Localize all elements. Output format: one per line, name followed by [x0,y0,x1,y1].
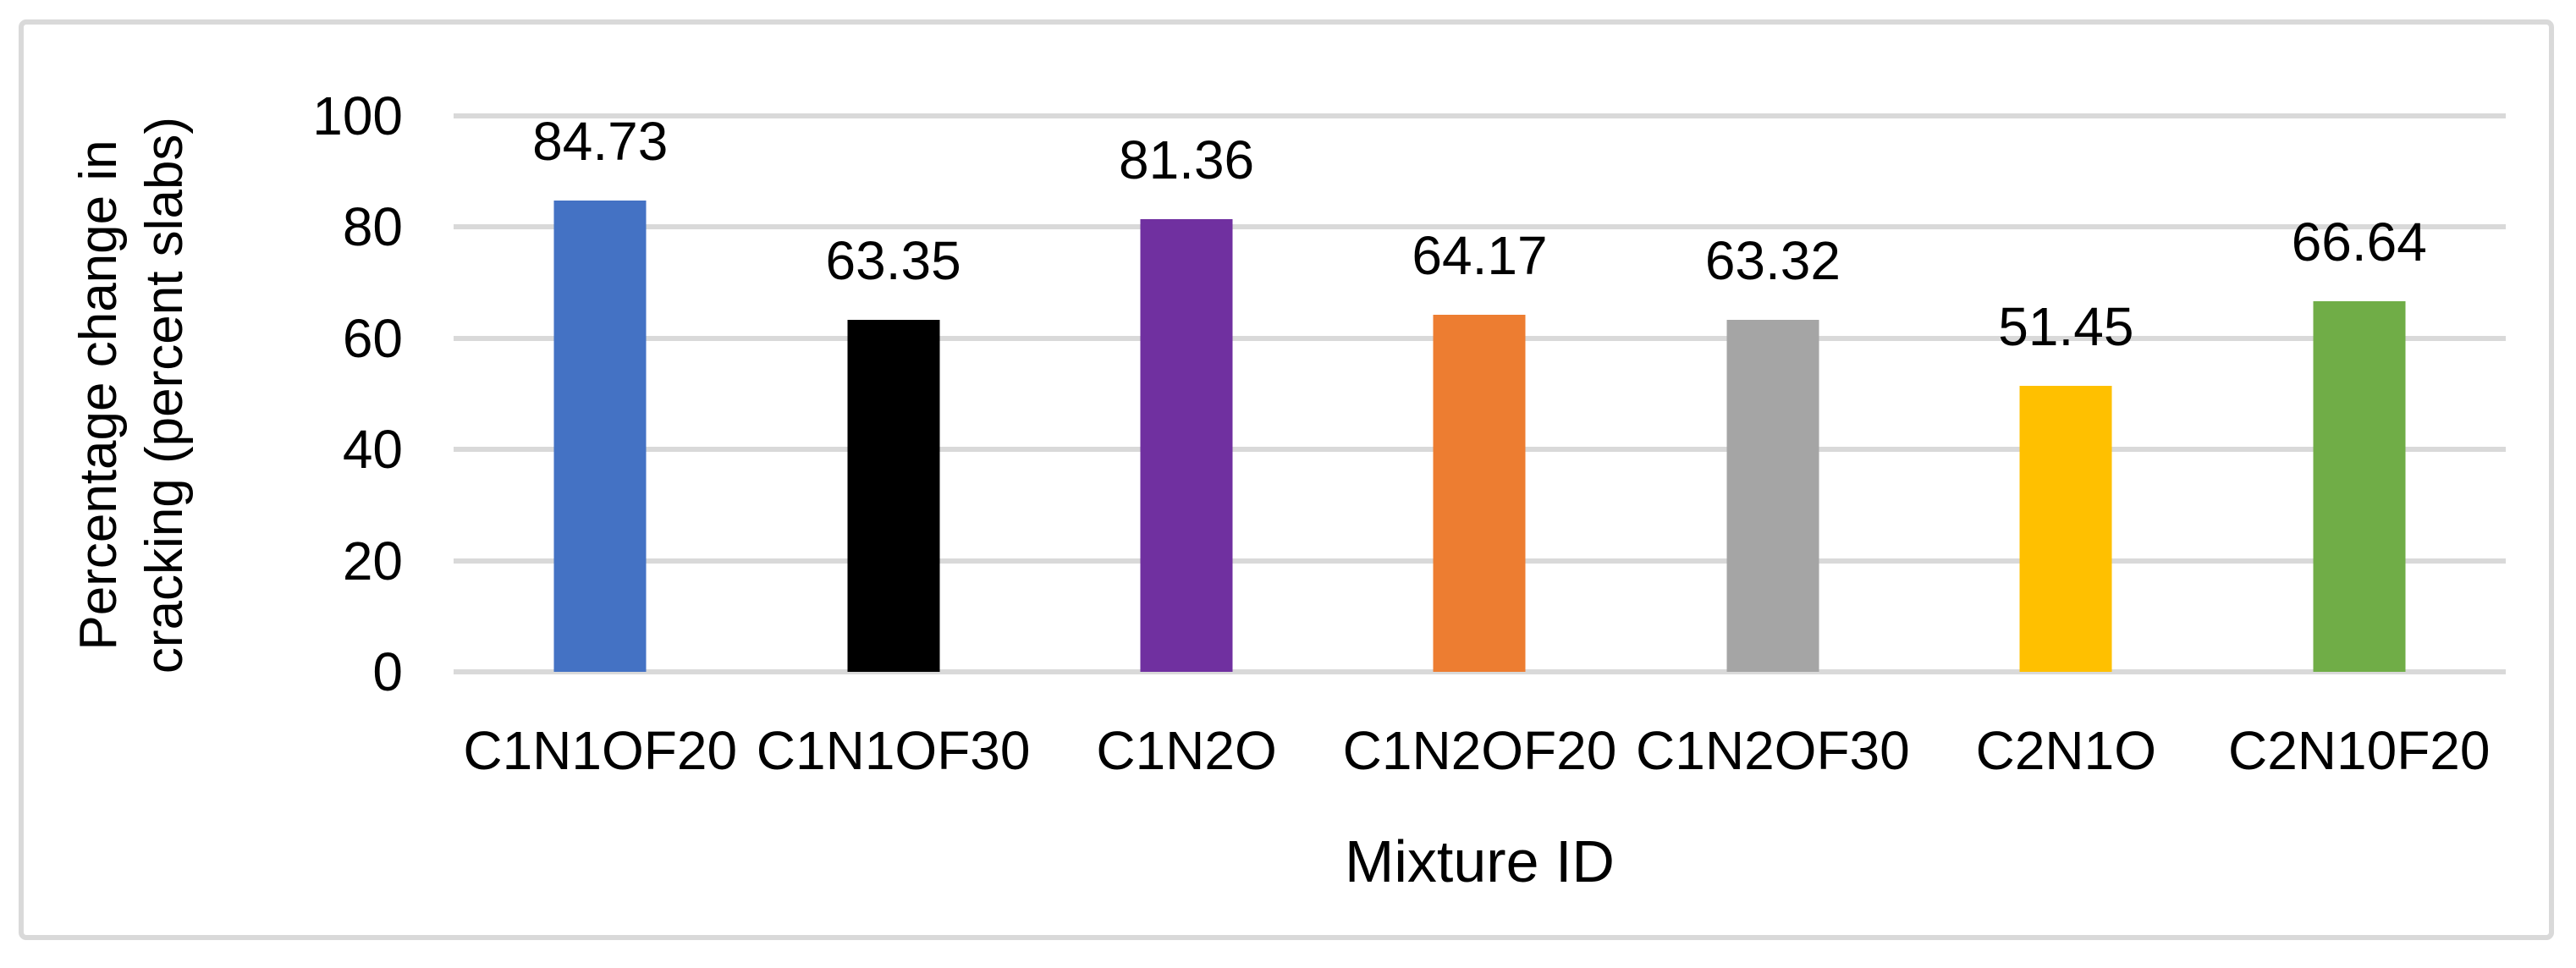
y-axis-title-line2: cracking (percent slabs) [135,116,194,674]
bar-C1N2OF30 [1726,320,1819,672]
bar-value-label: 63.35 [825,229,961,291]
bar-slot-C1N1OF20: 84.73 [454,111,746,672]
gridline-y-0 [454,669,2506,674]
y-axis-title-line1: Percentage change in [69,140,128,651]
y-tick-label-60: 60 [342,307,403,369]
bar-value-label: 81.36 [1118,129,1255,191]
x-category-label-C1N1OF30: C1N1OF30 [756,720,1031,781]
bar-slot-C1N2O: 81.36 [1040,116,1333,672]
plot-area: 84.73 63.35 81.36 64.17 63.32 51.45 66.64 [454,111,2506,674]
bar-C2N1O [2019,385,2112,672]
y-tick-label-40: 40 [342,419,403,481]
x-category-label-C1N2OF30: C1N2OF30 [1636,720,1910,781]
x-category-label-C2N1O: C2N1O [1975,720,2157,781]
x-category-label-C1N1OF20: C1N1OF20 [463,720,738,781]
x-axis-title: Mixture ID [1345,828,1615,894]
y-tick-label-0: 0 [372,641,403,702]
bar-slot-C1N2OF20: 64.17 [1333,116,1626,672]
x-axis-category-labels: C1N1OF20 C1N1OF30 C1N2O C1N2OF20 C1N2OF30 C2N… [454,721,2506,780]
y-axis-title: Percentage change in cracking (percent s… [66,65,198,725]
bar-value-label: 64.17 [1412,225,1548,287]
y-tick-label-20: 20 [342,530,403,591]
x-category-label-C2N10F20: C2N10F20 [2227,720,2491,781]
chart-frame: Percentage change in cracking (percent s… [19,19,2554,940]
bar-C1N1OF30 [847,319,940,672]
bar-value-label: 66.64 [2291,212,2427,273]
bar-value-label: 51.45 [1998,295,2134,357]
y-tick-label-100: 100 [312,85,403,146]
bar-slot-C2N10F20: 66.64 [2213,116,2506,672]
gridline-y-100 [454,113,2506,118]
y-tick-label-80: 80 [342,196,403,258]
bar-slot-C2N1O: 51.45 [1919,116,2212,672]
bar-slot-C1N1OF30: 63.35 [746,116,1039,672]
bar-C1N2O [1140,219,1233,672]
x-category-label-C1N2OF20: C1N2OF20 [1342,720,1617,781]
x-category-label-C1N2O: C1N2O [1096,720,1277,781]
bar-value-label: 84.73 [532,111,669,173]
bar-C1N2OF20 [1433,315,1526,672]
bar-C2N10F20 [2313,301,2406,672]
bar-C1N1OF20 [553,201,647,672]
bar-slot-C1N2OF30: 63.32 [1627,116,1919,672]
gridline-y-80 [454,224,2506,230]
bar-value-label: 63.32 [1704,230,1841,291]
